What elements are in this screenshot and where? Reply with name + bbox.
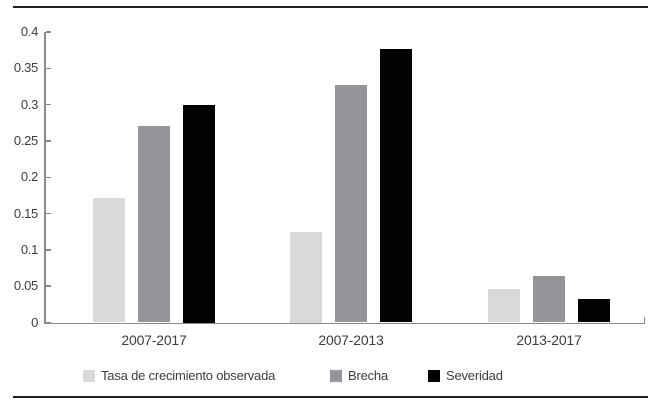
x-axis-end-tick — [643, 316, 645, 323]
y-tick-label: 0.2 — [20, 169, 38, 185]
top-rule — [13, 6, 648, 8]
legend-label-tasa-de-crecimiento-observada: Tasa de crecimiento observada — [101, 368, 276, 383]
y-axis-line — [44, 32, 46, 323]
y-tick-label: 0.1 — [20, 241, 38, 257]
bar-tasa-de-crecimiento-observada-2013-2017 — [488, 289, 520, 323]
bar-brecha-2013-2017 — [533, 276, 565, 323]
legend-swatch-brecha — [330, 369, 342, 382]
x-axis-line — [44, 322, 645, 324]
bar-severidad-2013-2017 — [578, 299, 610, 323]
y-tick-label: 0 — [31, 314, 38, 330]
bar-tasa-de-crecimiento-observada-2007-2017 — [93, 198, 125, 323]
x-category-label: 2007-2013 — [318, 332, 384, 348]
y-tick — [45, 176, 51, 178]
bar-brecha-2007-2013 — [335, 85, 367, 323]
y-tick — [45, 212, 51, 215]
bar-severidad-2007-2013 — [380, 49, 412, 323]
x-category-label: 2007-2017 — [121, 332, 187, 348]
legend-swatch-tasa-de-crecimiento-observada — [83, 369, 95, 382]
bar-tasa-de-crecimiento-observada-2007-2013 — [290, 231, 322, 323]
x-category-label: 2013-2017 — [516, 332, 582, 348]
legend-item-tasa-de-crecimiento-observada: Tasa de crecimiento observada — [83, 368, 275, 383]
y-tick-label: 0.4 — [20, 24, 38, 39]
y-tick — [45, 140, 51, 142]
y-tick-label: 0.15 — [13, 205, 38, 221]
legend-label-severidad: Severidad — [446, 368, 503, 383]
bar-brecha-2007-2017 — [138, 125, 170, 323]
legend-item-brecha: Brecha — [330, 368, 388, 383]
y-tick — [45, 67, 51, 70]
y-tick — [45, 285, 51, 287]
y-tick-label: 0.3 — [20, 96, 38, 112]
y-tick — [45, 249, 51, 251]
y-tick — [45, 31, 51, 33]
y-tick-label: 0.35 — [13, 60, 38, 76]
legend-swatch-severidad — [428, 369, 440, 382]
y-tick-label: 0.05 — [13, 278, 38, 294]
bar-severidad-2007-2017 — [183, 104, 215, 323]
y-tick-label: 0.25 — [13, 132, 38, 148]
y-tick — [45, 321, 51, 324]
legend-label-brecha: Brecha — [348, 368, 388, 383]
legend-item-severidad: Severidad — [428, 368, 503, 383]
bottom-rule — [13, 396, 648, 398]
y-tick — [45, 103, 51, 106]
